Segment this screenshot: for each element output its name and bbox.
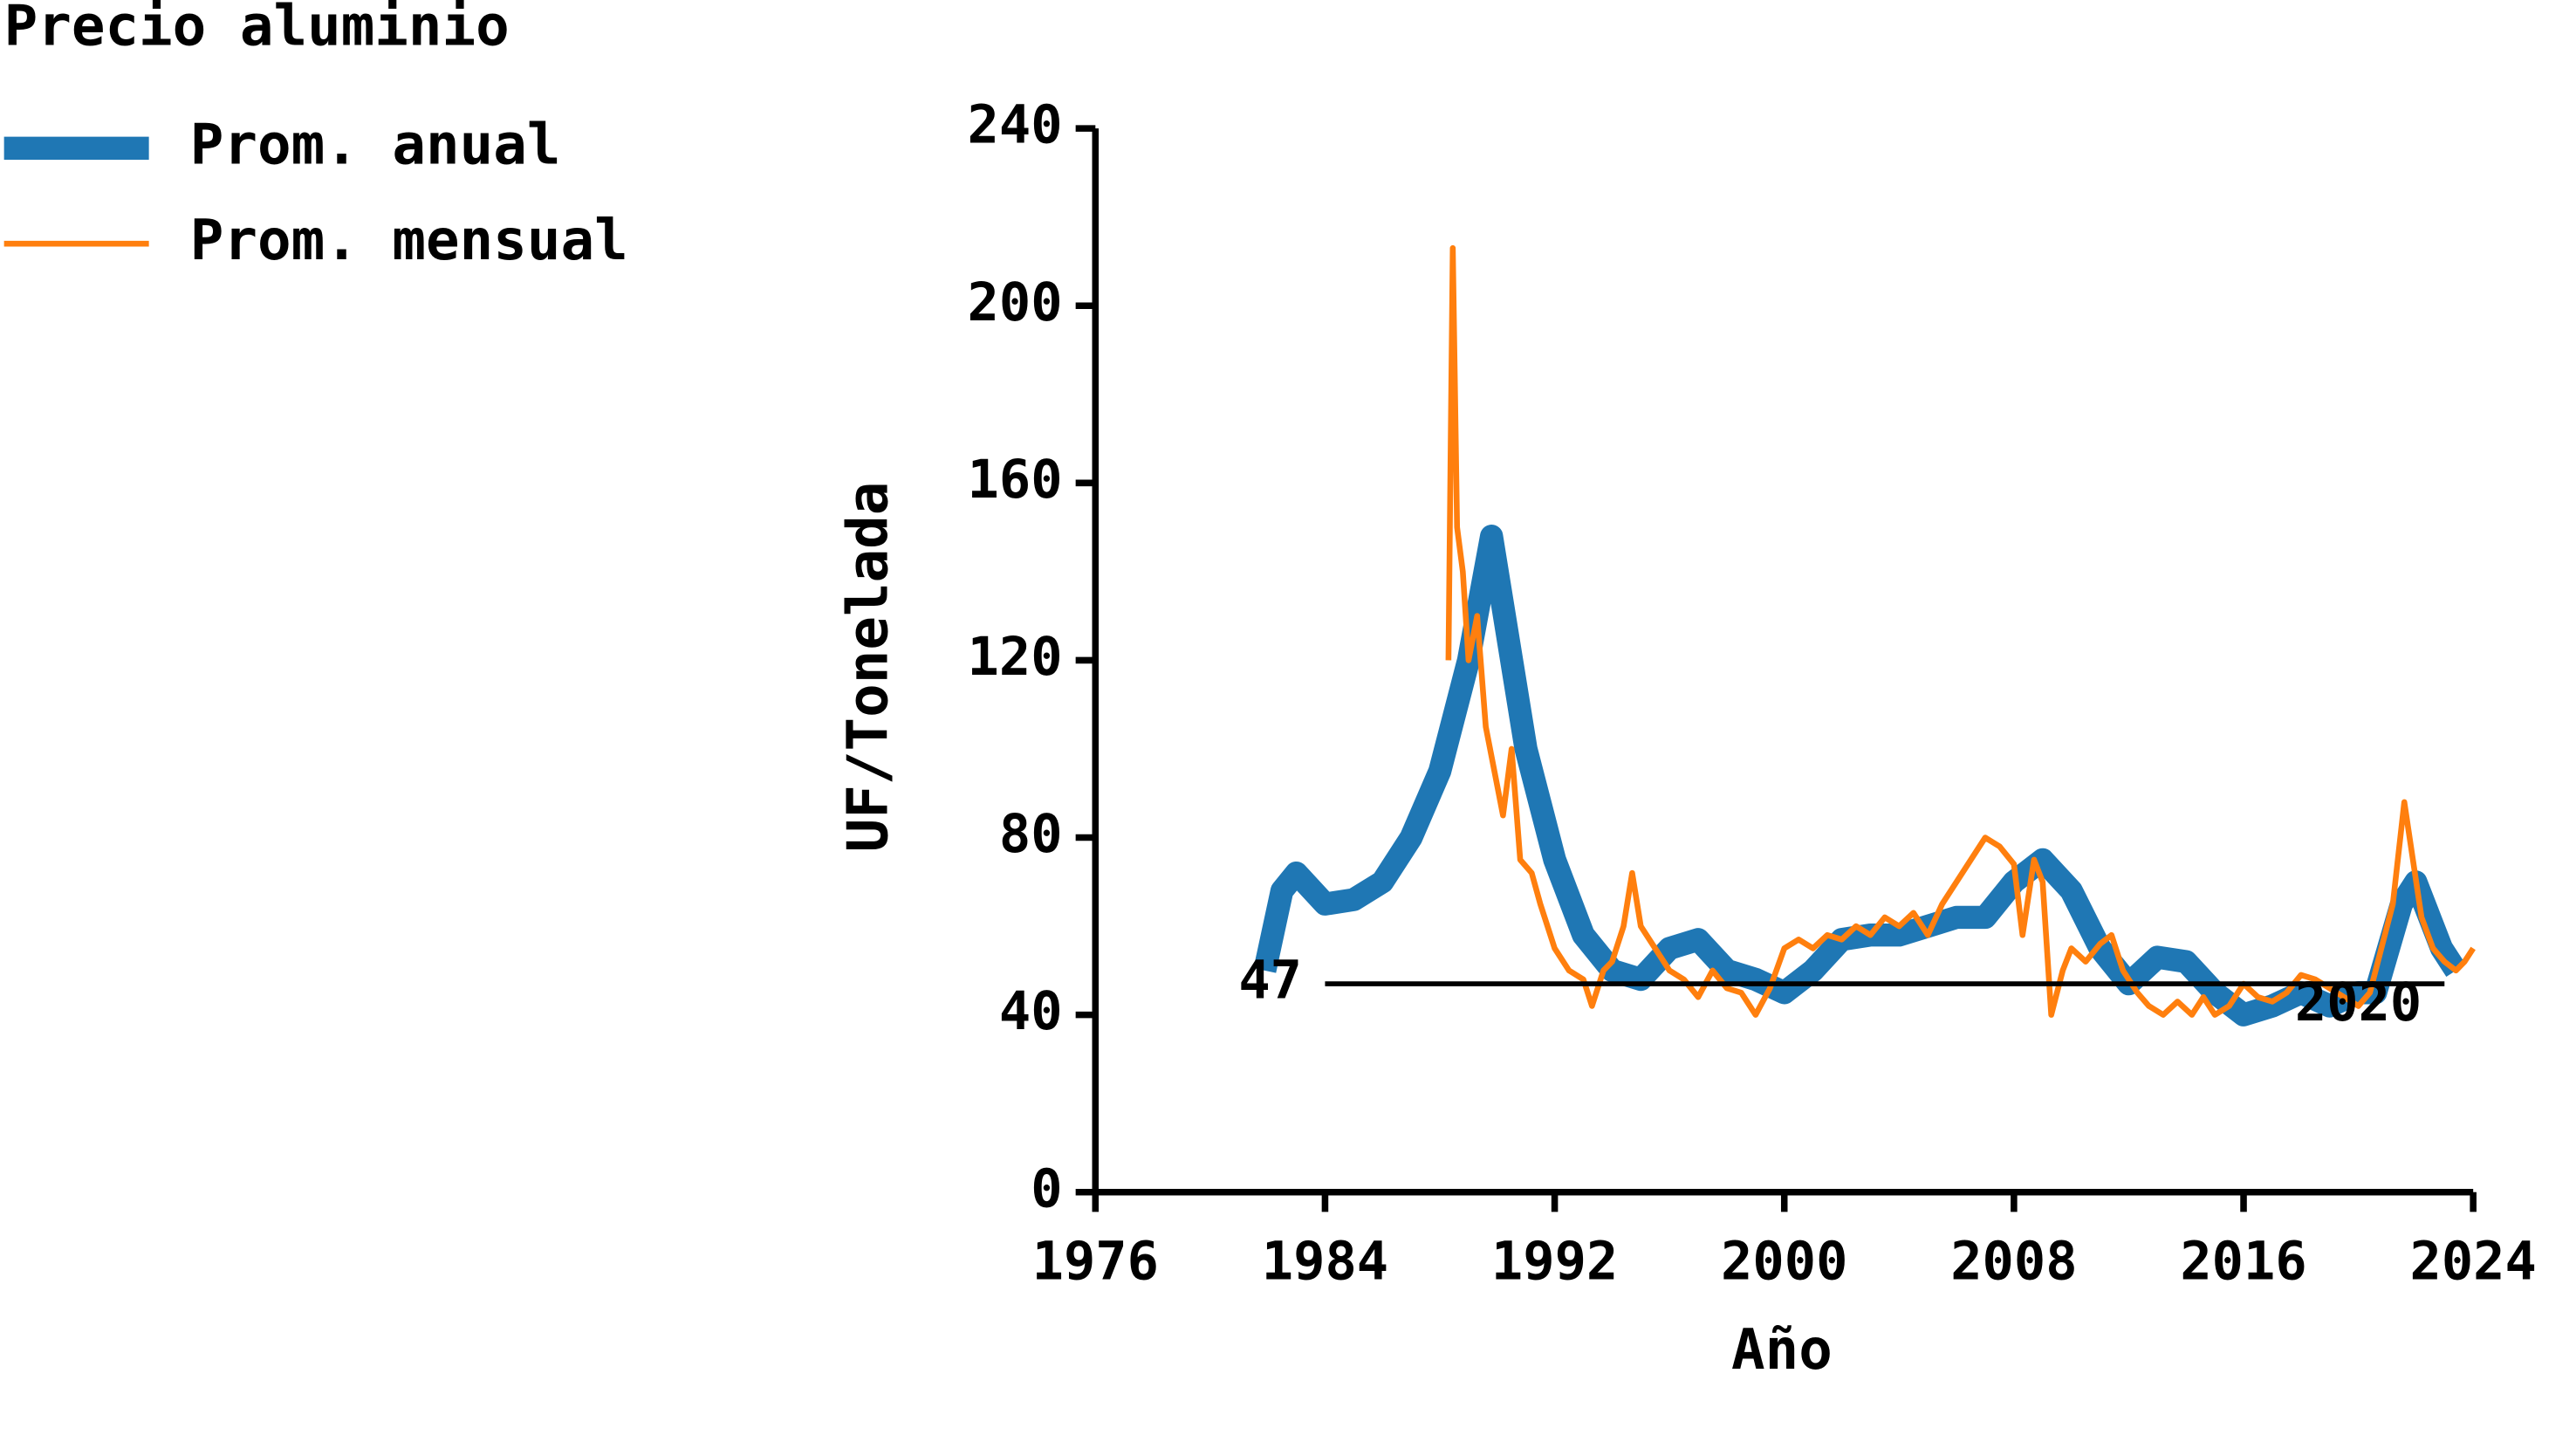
x-tick-label: 1984 [1262,1231,1388,1292]
x-tick-label: 2016 [2180,1231,2306,1292]
y-tick-label: 0 [1031,1158,1062,1219]
x-tick-label: 2000 [1721,1231,1847,1292]
annotation-label: 47 [1238,951,1302,1012]
y-tick-label: 240 [968,95,1063,156]
y-tick-label: 40 [999,981,1063,1042]
y-tick-label: 200 [968,272,1063,333]
x-tick-label: 2024 [2410,1231,2537,1292]
annotation-label: 2020 [2295,972,2422,1034]
legend-label: Prom. mensual [190,208,628,273]
data-line [1253,525,2466,1027]
legend-label: Prom. anual [190,112,561,177]
x-tick-label: 1992 [1491,1231,1618,1292]
y-tick-label: 160 [968,450,1063,511]
data-line [1445,244,2476,1018]
y-axis-label: UF/Tonelada [835,482,901,853]
y-tick-label: 80 [999,804,1063,865]
chart-title: Precio aluminio [4,0,510,59]
x-tick-label: 2008 [1950,1231,2077,1292]
x-tick-label: 1976 [1032,1231,1159,1292]
y-tick-label: 120 [968,627,1063,688]
x-axis-label: Año [1731,1317,1833,1383]
